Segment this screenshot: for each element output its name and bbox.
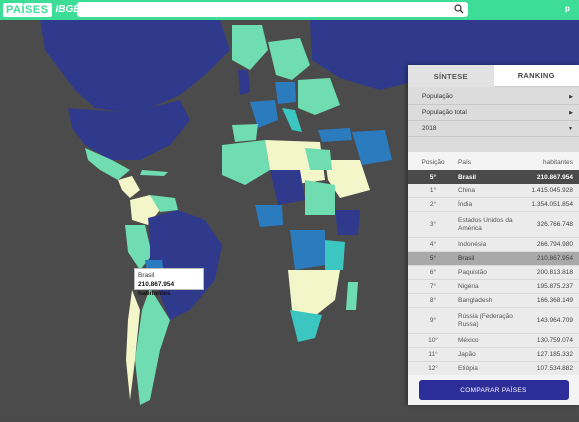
selected-position: 5°	[408, 174, 458, 181]
row-position: 7°	[408, 283, 458, 290]
row-country: Bangladesh	[458, 297, 526, 305]
selected-value: 210.867.954	[526, 174, 579, 181]
compare-button-wrap: COMPARAR PAÍSES	[408, 375, 579, 405]
select-year[interactable]: 2018 ▼	[408, 121, 579, 137]
row-country: Brasil	[458, 255, 526, 263]
header-country: País	[458, 159, 526, 166]
select-theme-value: População	[422, 93, 453, 100]
country-germany[interactable]	[275, 82, 296, 104]
row-country: México	[458, 337, 526, 345]
chevron-right-icon: ▶	[569, 94, 573, 100]
row-country: Japão	[458, 351, 526, 359]
row-position: 11°	[408, 351, 458, 358]
tab-ranking[interactable]: RANKING	[494, 65, 579, 87]
selected-country-row[interactable]: 5° Brasil 210.867.954	[408, 170, 579, 184]
row-value: 130.759.074	[526, 337, 579, 344]
row-value: 107.534.882	[526, 365, 579, 372]
row-position: 10°	[408, 337, 458, 344]
row-country: China	[458, 187, 526, 195]
row-position: 9°	[408, 317, 458, 324]
row-country: Estados Unidos da América	[458, 217, 526, 233]
row-country: Nigéria	[458, 283, 526, 291]
row-position: 8°	[408, 297, 458, 304]
chevron-down-icon: ▼	[568, 126, 573, 132]
select-indicator-value: População total	[422, 109, 467, 116]
logo[interactable]: PAÍSES IBGE	[3, 2, 80, 17]
row-country: Índia	[458, 201, 526, 209]
search-input[interactable]	[77, 2, 468, 17]
row-country: Indonésia	[458, 241, 526, 249]
menu-label[interactable]: p	[565, 4, 577, 14]
row-value: 200.813.818	[526, 269, 579, 276]
country-drc[interactable]	[290, 230, 325, 270]
selected-name: Brasil	[458, 174, 526, 181]
row-position: 4°	[408, 241, 458, 248]
country-spain[interactable]	[232, 124, 258, 142]
ranking-header: Posição País habitantes	[408, 152, 579, 166]
select-year-value: 2018	[422, 125, 436, 132]
row-value: 143.964.709	[526, 317, 579, 324]
top-bar: PAÍSES IBGE p	[0, 0, 579, 20]
ranking-row[interactable]: 9°Rússia (Federação Russa)143.964.709	[408, 308, 579, 334]
row-position: 2°	[408, 201, 458, 208]
tab-sintese[interactable]: SÍNTESE	[408, 65, 494, 87]
country-tanzania[interactable]	[325, 240, 345, 270]
country-madagascar[interactable]	[346, 282, 358, 310]
row-position: 6°	[408, 269, 458, 276]
filter-selects: População ▶ População total ▶ 2018 ▼	[408, 87, 579, 152]
row-position: 3°	[408, 221, 458, 228]
row-value: 1.415.045.928	[526, 187, 579, 194]
country-sudan[interactable]	[305, 180, 335, 215]
country-ethiopia[interactable]	[335, 210, 360, 235]
country-uk[interactable]	[238, 70, 250, 95]
tooltip-country: Brasil	[138, 271, 200, 280]
header-position: Posição	[408, 159, 458, 166]
row-value: 166.368.149	[526, 297, 579, 304]
header-value: habitantes	[526, 159, 579, 166]
panel-tabs: SÍNTESE RANKING	[408, 65, 579, 87]
row-position: 1°	[408, 187, 458, 194]
country-turkey[interactable]	[318, 128, 352, 142]
side-panel: SÍNTESE RANKING População ▶ População to…	[408, 65, 579, 405]
row-position: 5°	[408, 255, 458, 262]
chevron-right-icon: ▶	[569, 110, 573, 116]
row-value: 1.354.051.854	[526, 201, 579, 208]
row-country: Rússia (Federação Russa)	[458, 313, 526, 329]
select-indicator[interactable]: População total ▶	[408, 105, 579, 121]
row-value: 127.185.332	[526, 351, 579, 358]
tooltip-value: 210.867.954 habitantes	[138, 280, 200, 298]
row-position: 12°	[408, 365, 458, 372]
select-theme[interactable]: População ▶	[408, 89, 579, 105]
compare-countries-button[interactable]: COMPARAR PAÍSES	[419, 380, 569, 400]
row-value: 326.766.748	[526, 221, 579, 228]
row-country: Etiópia	[458, 365, 526, 373]
map-tooltip: Brasil 210.867.954 habitantes	[134, 268, 204, 290]
row-value: 195.875.237	[526, 283, 579, 290]
row-value: 266.794.980	[526, 241, 579, 248]
row-country: Paquistão	[458, 269, 526, 277]
logo-paises: PAÍSES	[3, 3, 52, 17]
search-icon[interactable]	[453, 3, 465, 15]
row-value: 210.867.954	[526, 255, 579, 262]
